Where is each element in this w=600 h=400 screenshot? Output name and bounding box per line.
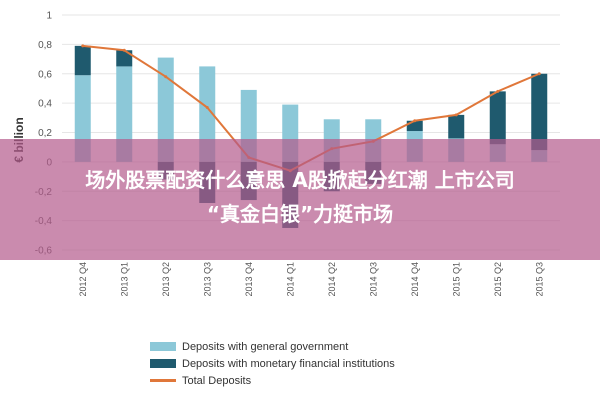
total-deposits-point xyxy=(413,119,417,123)
x-axis-ticks: 2012 Q4 2013 Q1 2013 Q2 2013 Q3 2013 Q4 2014 … xyxy=(78,262,545,297)
legend-item-total: Total Deposits xyxy=(150,372,395,389)
bar-mfi xyxy=(406,120,423,132)
total-deposits-point xyxy=(205,106,209,110)
legend-swatch-mfi xyxy=(150,359,176,368)
y-tick-label: 0,8 xyxy=(38,40,52,51)
banner-line-2: “真金白银”力挺市场 xyxy=(206,202,394,226)
y-tick-label: 0,2 xyxy=(38,128,52,139)
x-tick-label: 2013 Q1 xyxy=(119,262,129,297)
x-tick-label: 2013 Q4 xyxy=(244,262,254,297)
overlay-banner: 场外股票配资什么意思 A股掀起分红潮 上市公司 “真金白银”力挺市场 xyxy=(0,139,600,260)
x-tick-label: 2013 Q3 xyxy=(202,262,212,297)
y-tick-label: 0,4 xyxy=(38,99,52,110)
total-deposits-point xyxy=(454,113,458,117)
total-deposits-point xyxy=(81,44,85,48)
x-tick-label: 2012 Q4 xyxy=(78,262,88,297)
legend-swatch-total xyxy=(150,379,176,382)
x-tick-label: 2014 Q4 xyxy=(410,262,420,297)
legend-swatch-general-government xyxy=(150,342,176,351)
banner-line-1: 场外股票配资什么意思 A股掀起分红潮 上市公司 xyxy=(85,168,515,192)
legend-label: Deposits with general government xyxy=(182,340,349,353)
bar-mfi xyxy=(531,73,548,151)
x-tick-label: 2014 Q3 xyxy=(368,262,378,297)
x-tick-label: 2015 Q3 xyxy=(534,262,544,297)
legend-item-general-government: Deposits with general government xyxy=(150,338,395,355)
x-tick-label: 2013 Q2 xyxy=(161,262,171,297)
x-tick-label: 2015 Q1 xyxy=(451,262,461,297)
total-deposits-point xyxy=(122,48,126,52)
bar-mfi xyxy=(489,91,506,145)
legend-item-mfi: Deposits with monetary financial institu… xyxy=(150,355,395,372)
x-tick-label: 2014 Q2 xyxy=(327,262,337,297)
bar-general-government xyxy=(116,66,133,162)
total-deposits-point xyxy=(164,75,168,79)
legend-label: Total Deposits xyxy=(182,374,252,387)
bar-mfi xyxy=(74,45,91,76)
y-tick-label: 0,6 xyxy=(38,69,52,80)
legend-label: Deposits with monetary financial institu… xyxy=(182,357,395,370)
x-tick-label: 2015 Q2 xyxy=(493,262,503,297)
bar-mfi xyxy=(448,114,465,139)
x-tick-label: 2014 Q1 xyxy=(285,262,295,297)
legend: Deposits with general government Deposit… xyxy=(150,338,395,389)
bar-mfi xyxy=(116,50,133,67)
total-deposits-point xyxy=(496,89,500,93)
total-deposits-point xyxy=(537,72,541,76)
bar-general-government xyxy=(199,66,216,162)
bar-general-government xyxy=(157,57,174,162)
y-tick-label: 1 xyxy=(46,11,52,22)
